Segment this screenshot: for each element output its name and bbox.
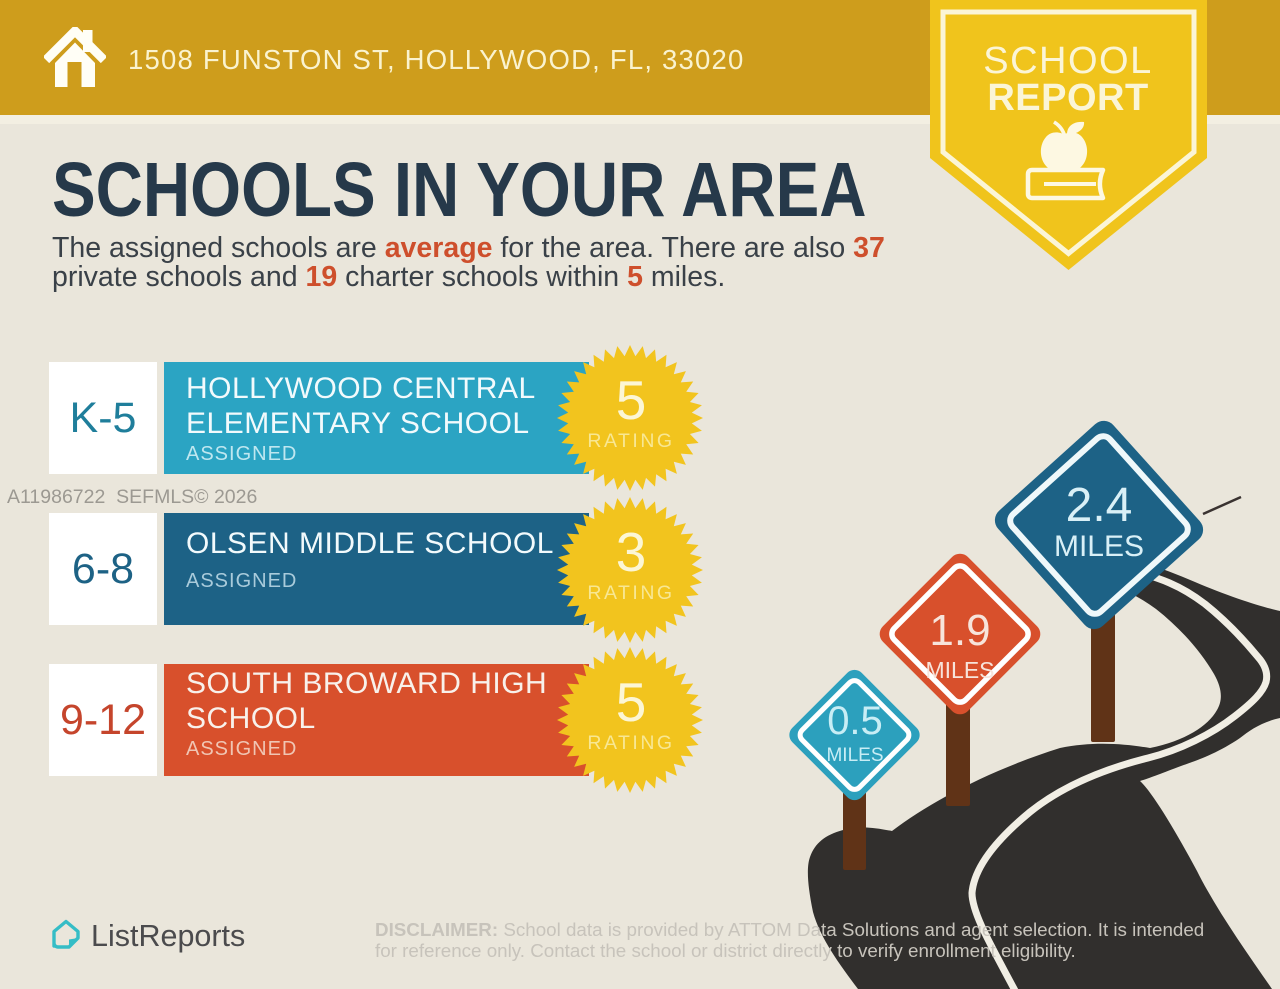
- svg-text:MILES: MILES: [1054, 530, 1144, 563]
- svg-text:MILES: MILES: [826, 745, 883, 766]
- svg-text:MILES: MILES: [925, 657, 994, 683]
- svg-text:RATING: RATING: [587, 732, 674, 754]
- svg-text:1.9: 1.9: [929, 606, 990, 655]
- svg-text:REPORT: REPORT: [987, 77, 1148, 119]
- svg-text:RATING: RATING: [587, 582, 674, 604]
- svg-text:SCHOOL: SCHOOL: [983, 40, 1152, 82]
- svg-text:RATING: RATING: [587, 430, 674, 452]
- svg-text:0.5: 0.5: [827, 699, 883, 743]
- svg-text:2.4: 2.4: [1066, 479, 1133, 532]
- svg-text:5: 5: [616, 369, 647, 431]
- svg-text:3: 3: [616, 521, 647, 583]
- svg-text:5: 5: [616, 671, 647, 733]
